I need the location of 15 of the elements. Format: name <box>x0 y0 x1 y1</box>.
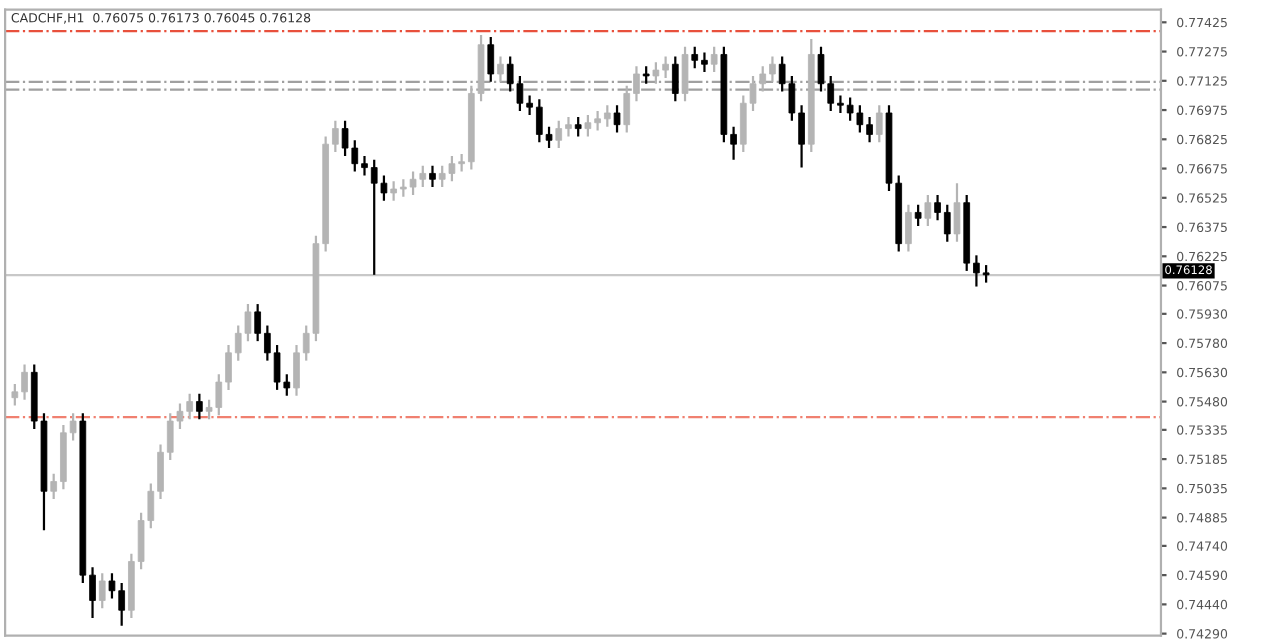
candlestick <box>953 182 961 243</box>
candlestick <box>497 55 504 83</box>
candlestick <box>905 203 912 253</box>
candlestick <box>429 164 436 189</box>
candlestick <box>914 203 922 228</box>
candlestick <box>875 104 883 144</box>
candlestick <box>613 104 621 134</box>
candlestick <box>574 115 582 138</box>
candlestick <box>487 35 495 83</box>
candlestick <box>924 193 932 228</box>
candlestick <box>98 572 106 610</box>
candlestick <box>710 45 718 74</box>
candlestick <box>196 392 203 421</box>
candlestick <box>681 45 689 103</box>
candlestick <box>671 55 679 103</box>
